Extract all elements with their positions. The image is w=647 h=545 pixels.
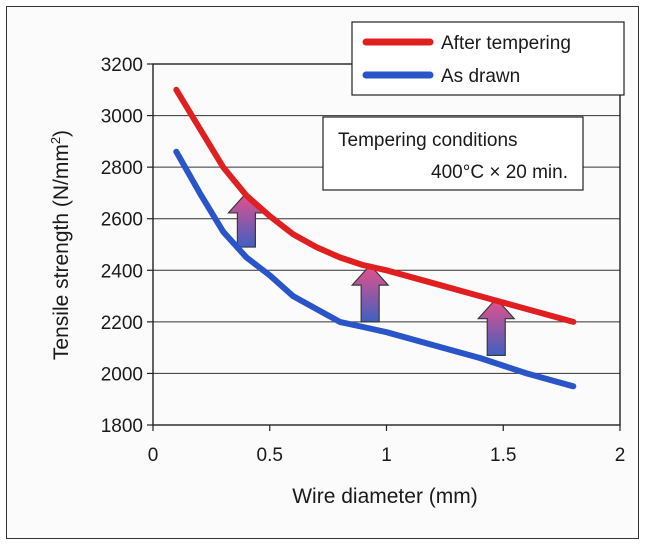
x-tick-label: 1.5 xyxy=(490,445,516,466)
y-axis-title-superscript: 2 xyxy=(48,137,63,144)
y-tick-label: 3200 xyxy=(101,55,143,76)
note-box xyxy=(322,116,584,191)
series-line-after-tempering xyxy=(173,86,577,325)
legend-label-after-tempering: After tempering xyxy=(441,33,571,54)
legend-box xyxy=(351,21,625,96)
series-line-as-drawn xyxy=(173,148,577,390)
note-line-1: Tempering conditions xyxy=(338,130,518,151)
y-tick-label: 1800 xyxy=(101,416,143,437)
x-axis-title: Wire diameter (mm) xyxy=(292,485,478,508)
note-line-2: 400°C × 20 min. xyxy=(431,162,568,183)
x-tick-label: 0 xyxy=(148,445,159,466)
legend-label-as-drawn: As drawn xyxy=(441,66,520,87)
x-tick-label: 1 xyxy=(381,445,392,466)
increase-arrow xyxy=(227,192,266,248)
y-tick-label: 3000 xyxy=(101,107,143,128)
increase-arrow xyxy=(350,264,390,323)
y-tick-label: 2400 xyxy=(101,261,143,282)
y-tick-label: 2800 xyxy=(101,158,143,179)
y-tick-label: 2600 xyxy=(101,210,143,231)
increase-arrow xyxy=(476,297,516,356)
y-tick-label: 2200 xyxy=(101,313,143,334)
legend: After tempering As drawn xyxy=(351,21,625,96)
x-tick-label: 0.5 xyxy=(257,445,283,466)
y-axis-title: Tensile strength (N/mm2) xyxy=(48,130,73,360)
x-tick-label: 2 xyxy=(615,445,626,466)
tempering-conditions-note: Tempering conditions 400°C × 20 min. xyxy=(322,116,584,191)
y-tick-label: 2000 xyxy=(101,364,143,385)
